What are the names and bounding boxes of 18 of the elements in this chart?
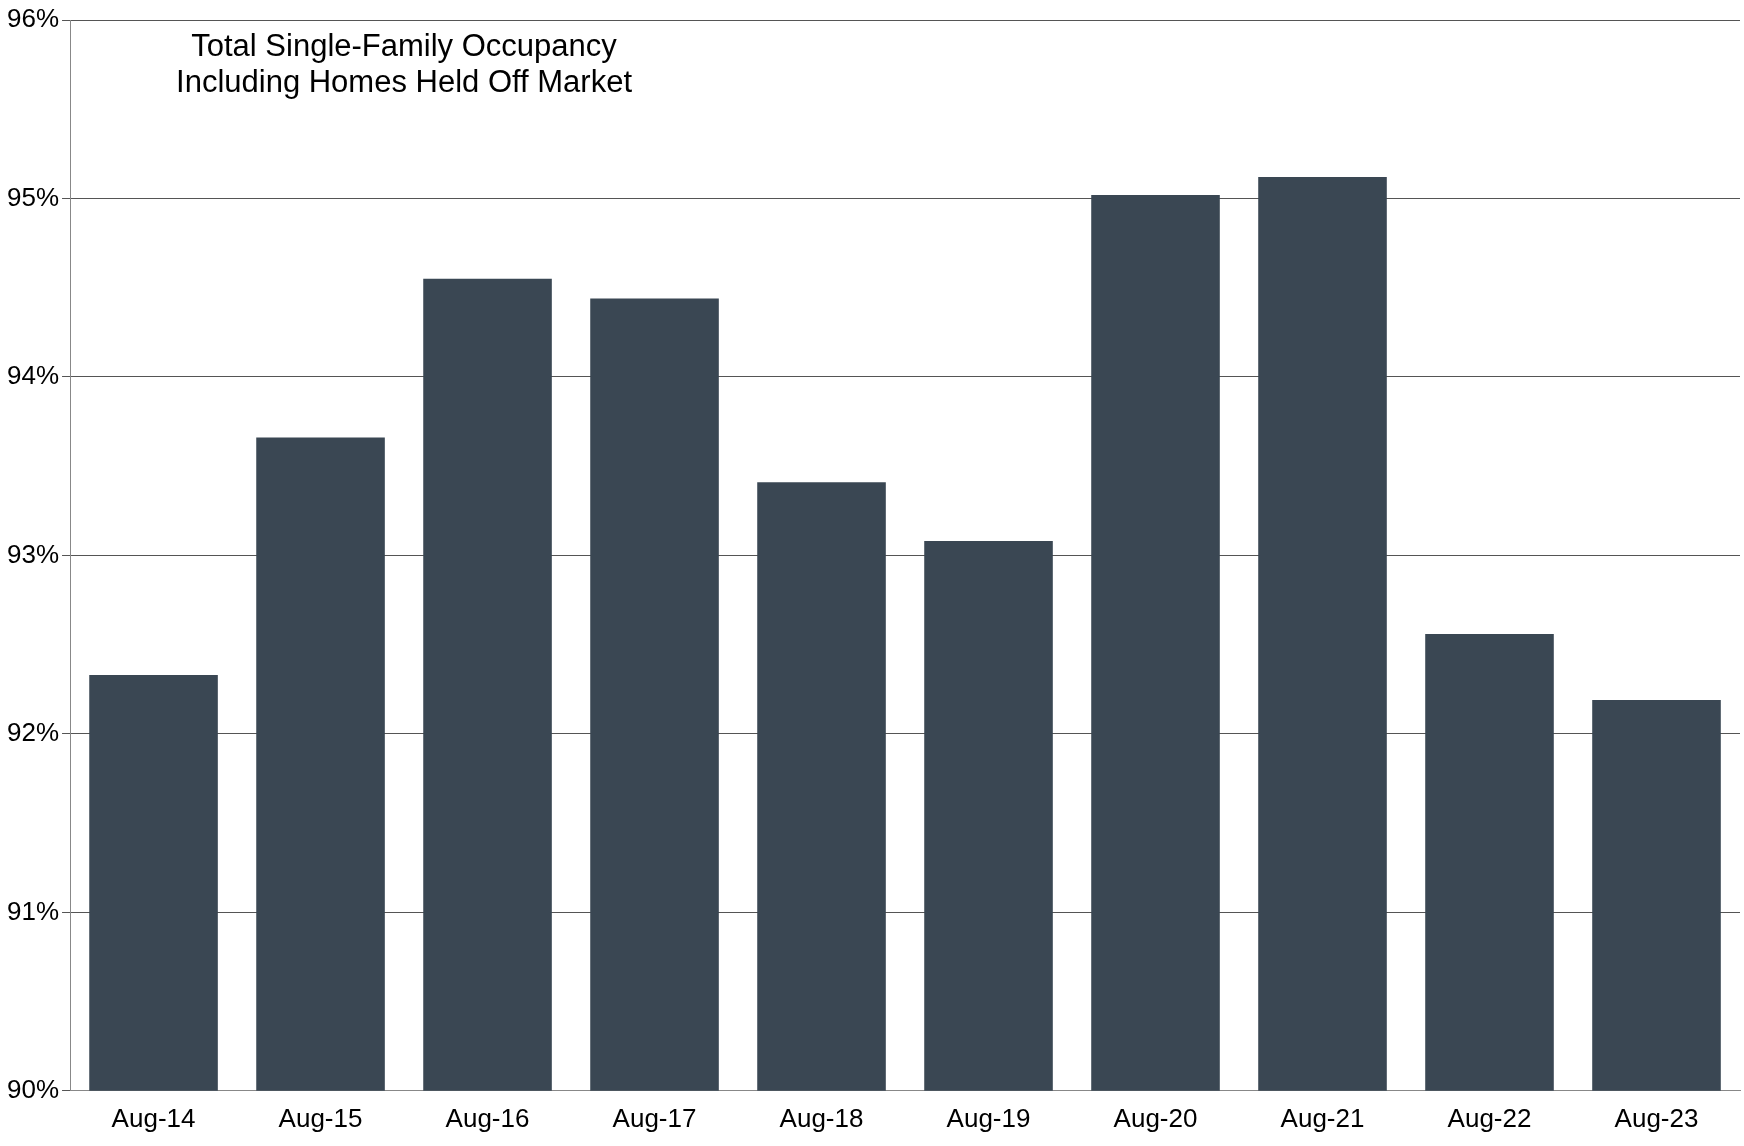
x-tick-label: Aug-15 (278, 1102, 363, 1133)
x-tick-label: Aug-21 (1280, 1102, 1365, 1133)
y-tick-label: 95% (6, 181, 60, 212)
x-tick-label: Aug-19 (946, 1102, 1031, 1133)
x-tick-label: Aug-17 (612, 1102, 697, 1133)
text: Total Single-Family Occupancy Including Homes Held Off Market (176, 28, 633, 100)
y-tick-label: 93% (6, 538, 60, 569)
x-tick-label: Aug-18 (779, 1102, 864, 1133)
y-tick-label: 94% (6, 360, 60, 391)
x-tick-label: Aug-16 (445, 1102, 530, 1133)
y-tick-label: 90% (6, 1073, 60, 1104)
y-tick-label: 91% (6, 895, 60, 926)
y-tick-label: 92% (6, 717, 60, 748)
x-tick-label: Aug-20 (1113, 1102, 1198, 1133)
x-tick-label: Aug-14 (111, 1102, 196, 1133)
x-tick-label: Aug-23 (1614, 1102, 1699, 1133)
x-tick-label: Aug-22 (1447, 1102, 1532, 1133)
y-tick-label: 96% (6, 3, 60, 34)
